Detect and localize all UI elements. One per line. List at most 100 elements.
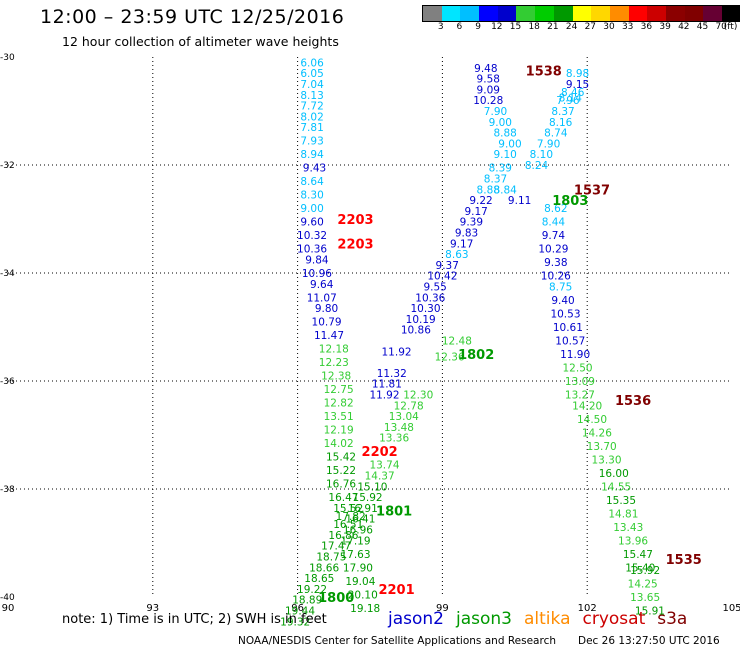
wave-height-label: 8.84	[493, 184, 517, 196]
x-tick-label: 105	[722, 603, 740, 614]
wave-height-label: 10.36	[415, 292, 445, 304]
wave-height-label: 20.10	[348, 589, 378, 601]
wave-height-label: 16.91	[348, 503, 378, 515]
wave-height-label: 10.36	[297, 244, 327, 256]
color-scale-label: (ft)	[723, 22, 738, 32]
wave-height-label: 19.32	[280, 616, 310, 628]
wave-height-label: 13.27	[565, 390, 595, 402]
wave-height-label: 9.37	[436, 260, 459, 272]
wave-height-label: 12.19	[324, 425, 354, 437]
x-tick-label: 102	[578, 603, 597, 614]
wave-height-label: 14.25	[628, 579, 658, 591]
wave-height-label: 10.57	[555, 336, 585, 348]
wave-height-label: 16.00	[599, 468, 629, 480]
wave-height-label: 18.75	[316, 552, 346, 564]
wave-height-label: 15.52	[333, 503, 363, 515]
color-swatch	[722, 6, 740, 21]
wave-height-label: 11.90	[560, 349, 590, 361]
color-scale-label: 3	[437, 22, 444, 32]
wave-height-label: 8.75	[549, 282, 572, 294]
wave-height-label: 17.82	[336, 511, 366, 523]
color-scale-label: 12	[491, 22, 503, 32]
wave-height-label: 8.37	[551, 106, 574, 118]
wave-height-label: 10.29	[538, 244, 568, 256]
grid-lines	[8, 57, 732, 597]
legend-entry-jason2: jason2	[388, 609, 444, 629]
wave-height-label: 13.96	[618, 535, 648, 547]
pass-time-label: 1801	[376, 505, 412, 520]
legend-entry-cryosat: cryosat	[582, 609, 646, 629]
wave-height-label: 9.55	[423, 282, 446, 294]
wave-height-label: 15.35	[606, 495, 636, 507]
wave-height-label: 9.40	[551, 295, 574, 307]
wave-height-label: 7.93	[300, 136, 323, 148]
wave-height-label: 7.81	[300, 122, 323, 134]
color-swatch	[441, 6, 461, 21]
pass-time-label: 1535	[666, 553, 702, 568]
wave-height-label: 16.51	[333, 519, 363, 531]
color-scale-label: 6	[456, 22, 463, 32]
wave-height-label: 7.90	[484, 106, 507, 118]
legend-entry-altika: altika	[524, 609, 571, 629]
color-scale-label: 18	[528, 22, 540, 32]
color-scale-bar	[422, 5, 740, 22]
pass-time-label: 1803	[552, 194, 588, 209]
wave-height-label: 8.30	[300, 190, 323, 202]
pass-time-label: 2203	[337, 237, 373, 252]
x-tick-label: 90	[2, 603, 15, 614]
wave-height-label: 14.50	[577, 414, 607, 426]
y-tick-label: -30	[0, 53, 15, 63]
color-scale-label: 45	[696, 22, 709, 32]
wave-height-label: 7.90	[537, 138, 560, 150]
color-scale-label: 9	[475, 22, 481, 32]
wave-height-label: 8.94	[300, 149, 324, 161]
wave-height-label: 11.92	[382, 346, 412, 358]
color-swatch	[460, 6, 480, 21]
color-swatch	[591, 6, 610, 21]
wave-height-label: 8.16	[549, 117, 573, 129]
pass-time-label: 1538	[526, 65, 562, 80]
wave-height-label: 6.06	[300, 57, 324, 69]
wave-height-label: 10.32	[297, 230, 327, 242]
color-scale-label: 27	[584, 22, 597, 32]
wave-height-label: 8.63	[445, 249, 468, 261]
color-scale-label: 36	[640, 22, 653, 32]
wave-height-label: 14.20	[572, 400, 602, 412]
wave-height-label: 9.48	[474, 63, 497, 75]
wave-height-label: 19.22	[297, 584, 327, 596]
wave-height-label: 10.53	[550, 309, 580, 321]
series-jason2: 6.066.057.048.137.728.027.81 7.938.94 9.43…	[297, 57, 590, 401]
wave-height-label: 17.63	[340, 549, 370, 561]
wave-height-label: 9.84	[305, 255, 329, 267]
pass-time-label: 2201	[378, 583, 414, 598]
color-scale-label: 33	[621, 22, 634, 32]
wave-height-label: 9.17	[464, 206, 487, 218]
color-swatch	[479, 6, 498, 21]
y-tick-label: -38	[0, 485, 15, 495]
wave-height-label: 18.66	[309, 562, 339, 574]
pass-time-label: 1537	[574, 183, 610, 198]
wave-height-label: 13.74	[369, 460, 399, 472]
wave-height-label: 9.22	[469, 195, 492, 207]
wave-height-label: 15.40	[625, 562, 655, 574]
wave-height-label: 10.61	[553, 322, 583, 334]
wave-height-label: 9.38	[544, 257, 567, 269]
wave-height-label: 8.02	[300, 111, 323, 123]
color-swatch	[703, 6, 722, 21]
wave-height-label: 7.72	[300, 101, 323, 113]
wave-height-label: 13.51	[324, 411, 354, 423]
axes: 90 93 96 99 102 105 -30 -32 -34 -36 -38 -40	[0, 53, 740, 614]
wave-height-label: 18.65	[304, 573, 334, 585]
wave-height-label: 8.14	[559, 93, 583, 105]
wave-height-label: 9.58	[477, 74, 500, 86]
wave-height-label: 15.92	[353, 492, 383, 504]
color-scale-label: 15	[509, 22, 522, 32]
data-points: 6.066.057.048.137.728.027.81 7.938.94 9.43…	[280, 57, 665, 628]
wave-height-label: 13.65	[630, 592, 660, 604]
wave-height-label: 12.18	[319, 344, 349, 356]
wave-height-label: 12.36	[435, 352, 465, 364]
y-tick-label: -32	[0, 161, 15, 171]
y-tick-label: -34	[0, 269, 15, 279]
color-swatch	[497, 6, 517, 21]
wave-height-label: 8.10	[530, 149, 553, 161]
